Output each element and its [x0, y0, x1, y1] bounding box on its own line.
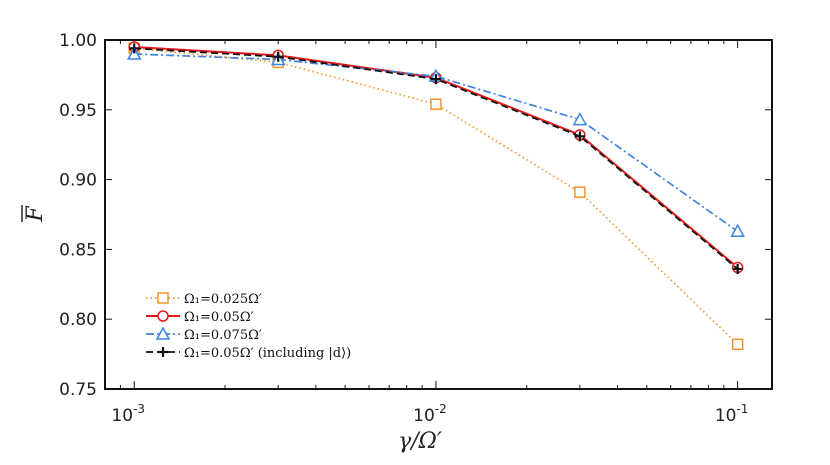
series-4-point	[430, 74, 441, 85]
legend-label-1: Ω₁=0.025Ω′	[184, 292, 262, 307]
series-3-point	[730, 223, 745, 238]
series-4-point	[129, 43, 140, 54]
legend-marker-1	[157, 292, 169, 304]
x-axis-label: γ/Ω′	[398, 429, 442, 454]
plot-frame	[104, 39, 773, 390]
series-1-point	[731, 338, 744, 351]
y-axis-label-group: F	[21, 205, 48, 223]
y-tick-label: 0.75	[59, 380, 97, 400]
legend-label-4: Ω₁=0.05Ω′ (including |d⟩)	[184, 346, 351, 361]
y-tick-label: 0.95	[59, 101, 97, 121]
series-3-line	[134, 53, 739, 232]
y-tick-label: 0.85	[59, 240, 97, 260]
series-1-point	[574, 186, 586, 198]
series-4	[129, 43, 743, 274]
series-3-point	[572, 112, 588, 126]
legend-label-2: Ω₁=0.05Ω′	[184, 310, 254, 325]
legend-marker-2	[157, 310, 169, 322]
series-4-point	[273, 51, 284, 62]
series-3-point	[126, 46, 142, 60]
legend-entry-2: Ω₁=0.05Ω′	[146, 310, 254, 325]
y-tick-label: 1.00	[59, 31, 97, 51]
tick-labels: 0.75 0.80 0.85 0.90 0.95 1.00 10-3 10-2 10-1	[59, 31, 748, 426]
y-axis-label: F	[23, 206, 48, 223]
legend-entry-4: Ω₁=0.05Ω′ (including |d⟩)	[146, 346, 351, 361]
legend: Ω₁=0.025Ω′ Ω₁=0.05Ω′ Ω₁=0.075Ω′ Ω₁=0.05Ω′ (…	[146, 292, 351, 361]
legend-marker-4	[158, 347, 168, 357]
plot-series	[126, 41, 745, 351]
legend-label-3: Ω₁=0.075Ω′	[184, 328, 262, 343]
legend-marker-3	[155, 326, 171, 340]
x-tick-label: 10-1	[715, 402, 749, 426]
x-tick-label: 10-3	[111, 402, 145, 426]
series-1-line	[134, 47, 739, 345]
legend-entry-3: Ω₁=0.075Ω′	[146, 326, 262, 343]
x-tick-label: 10-2	[413, 402, 447, 426]
legend-entry-1: Ω₁=0.025Ω′	[146, 292, 262, 307]
series-4-point	[574, 131, 585, 142]
series-1-point	[430, 98, 442, 110]
y-tick-label: 0.90	[59, 171, 97, 191]
y-tick-label: 0.80	[59, 310, 97, 330]
series-4-point	[732, 263, 743, 274]
